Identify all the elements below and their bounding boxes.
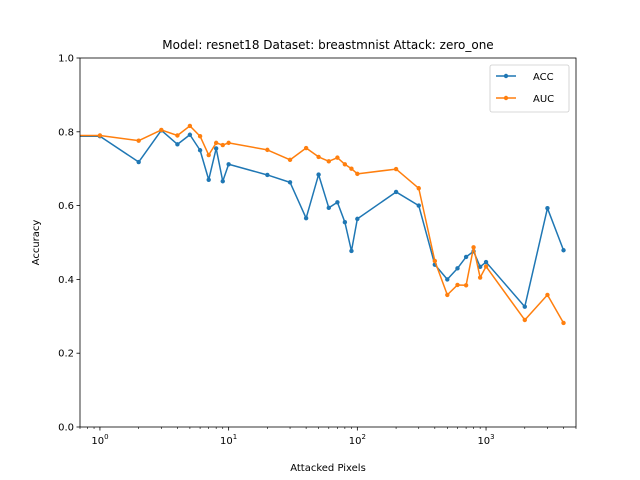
data-point xyxy=(561,320,566,326)
legend-swatch-marker xyxy=(503,95,509,101)
data-point xyxy=(463,254,469,260)
x-tick-label: 103 xyxy=(477,433,494,447)
data-point xyxy=(393,189,399,195)
data-point xyxy=(316,172,321,177)
data-point xyxy=(287,180,293,185)
data-point xyxy=(349,248,354,254)
data-point xyxy=(483,259,489,265)
data-point xyxy=(335,155,340,160)
data-point xyxy=(303,145,309,151)
data-point xyxy=(197,148,203,153)
legend-entry-auc: AUC xyxy=(496,94,554,105)
legend-label: ACC xyxy=(533,72,554,83)
data-point xyxy=(265,172,270,178)
data-point xyxy=(226,162,231,167)
y-axis-ticks: 0.0 0.2 0.4 0.6 0.8 1.0 xyxy=(58,54,80,434)
y-tick-label: 0.6 xyxy=(58,201,74,212)
plot-frame xyxy=(79,57,577,428)
data-point xyxy=(416,203,421,208)
data-point xyxy=(220,142,225,148)
data-point xyxy=(416,186,421,191)
data-point xyxy=(97,133,103,138)
data-point xyxy=(187,132,193,137)
data-point xyxy=(445,277,450,282)
data-point xyxy=(342,162,348,167)
y-tick-label: 0.0 xyxy=(58,423,74,434)
data-point xyxy=(355,216,360,222)
legend-swatch-marker xyxy=(503,73,509,79)
y-tick-label: 0.2 xyxy=(58,349,74,360)
data-point xyxy=(477,275,483,280)
legend-entry-acc: ACC xyxy=(496,72,554,83)
legend-label: AUC xyxy=(533,94,554,105)
data-point xyxy=(463,283,469,288)
data-point xyxy=(175,133,180,138)
data-point xyxy=(303,215,309,221)
data-point xyxy=(432,258,438,264)
data-point xyxy=(159,127,164,133)
y-tick-label: 1.0 xyxy=(58,54,74,65)
chart-title: Model: resnet18 Dataset: breastmnist Att… xyxy=(162,38,493,52)
data-point xyxy=(287,157,293,163)
data-point xyxy=(342,220,348,225)
data-point xyxy=(187,123,193,129)
data-point xyxy=(545,292,550,298)
data-point xyxy=(455,266,460,271)
data-point xyxy=(213,146,219,151)
data-point xyxy=(522,304,527,309)
x-tick-label: 102 xyxy=(349,433,366,447)
data-point xyxy=(226,140,231,146)
data-point xyxy=(136,138,141,143)
y-tick-label: 0.8 xyxy=(58,127,74,138)
x-tick-label: 100 xyxy=(91,433,108,447)
series-line xyxy=(80,125,565,324)
data-point xyxy=(175,142,180,147)
data-point xyxy=(471,245,476,250)
data-point xyxy=(522,317,527,323)
series-auc xyxy=(80,123,566,326)
data-point xyxy=(197,134,203,139)
data-point xyxy=(326,159,331,164)
y-axis-label: Accuracy xyxy=(31,220,42,266)
legend: ACC AUC xyxy=(489,64,570,113)
data-point xyxy=(477,264,483,270)
data-point xyxy=(545,205,550,211)
data-point xyxy=(483,264,489,269)
data-point xyxy=(326,205,331,211)
data-point xyxy=(265,147,270,153)
data-point xyxy=(213,140,219,146)
legend-box xyxy=(489,64,570,113)
data-point xyxy=(220,179,225,184)
data-point xyxy=(206,152,211,158)
data-point xyxy=(455,282,460,288)
x-tick-label: 101 xyxy=(220,433,237,447)
y-tick-label: 0.4 xyxy=(58,275,74,286)
data-point xyxy=(206,177,211,182)
data-point xyxy=(561,248,566,253)
series-layer xyxy=(80,123,566,326)
data-point xyxy=(393,166,399,172)
data-point xyxy=(349,166,354,171)
data-point xyxy=(136,159,141,165)
data-point xyxy=(355,171,360,177)
data-point xyxy=(316,154,321,160)
data-point xyxy=(445,292,450,298)
x-axis-label: Attacked Pixels xyxy=(290,463,366,474)
data-point xyxy=(335,200,340,205)
